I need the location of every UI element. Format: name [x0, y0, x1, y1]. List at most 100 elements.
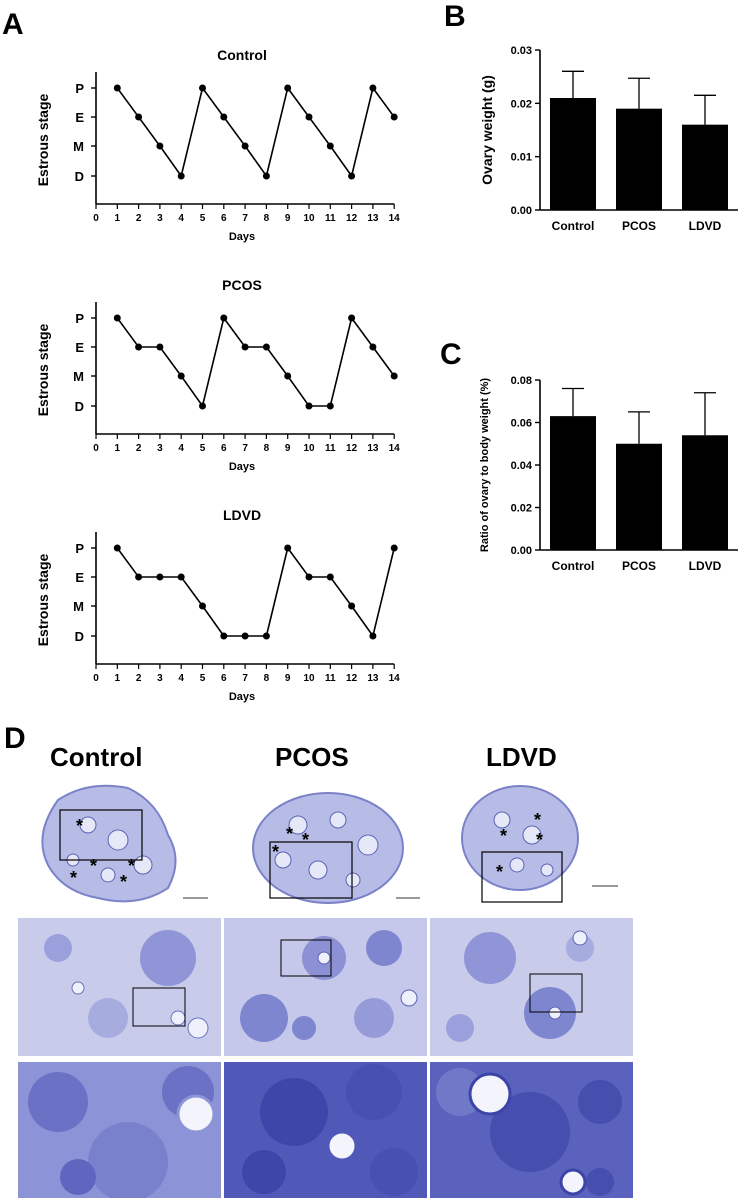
x-axis-label: Days	[229, 691, 255, 703]
data-point	[156, 142, 164, 150]
histology-pcos-low-mag: * * *	[228, 780, 428, 910]
bar	[682, 124, 728, 210]
data-point	[305, 573, 313, 581]
data-point	[241, 343, 249, 351]
bar	[616, 108, 662, 210]
x-tick-label: 2	[136, 213, 142, 224]
bar	[550, 416, 596, 550]
y-tick-label: 0.02	[511, 98, 532, 110]
histology-title-ldvd: LDVD	[486, 742, 557, 772]
y-tick-label: M	[73, 139, 84, 154]
data-point	[220, 314, 228, 322]
svg-text:*: *	[120, 872, 127, 892]
data-point	[326, 142, 334, 150]
data-point	[199, 84, 206, 92]
x-tick-label: Control	[552, 219, 595, 233]
y-tick-label: E	[75, 340, 84, 355]
x-tick-label: 6	[221, 673, 227, 684]
y-tick-label: P	[75, 311, 84, 326]
data-point	[348, 314, 356, 322]
y-tick-label: P	[75, 541, 84, 556]
x-tick-label: 4	[178, 673, 184, 684]
x-tick-label: PCOS	[622, 559, 656, 573]
x-tick-label: 13	[367, 443, 379, 454]
data-point	[284, 372, 292, 380]
x-tick-label: 1	[115, 213, 121, 224]
data-point	[113, 84, 121, 92]
y-axis-label: Ratio of ovary to body weight (%)	[479, 378, 491, 553]
data-point	[284, 544, 292, 552]
data-point	[369, 343, 377, 351]
data-point	[135, 343, 143, 351]
svg-text:*: *	[496, 862, 503, 882]
ovary-weight-bar-chart: Ovary weight (g) 0.00 0.01 0.02 0.03 Control P…	[479, 45, 738, 233]
series-line	[116, 86, 395, 178]
svg-text:*: *	[500, 826, 507, 846]
x-tick-label: 10	[303, 673, 315, 684]
x-tick-label: 13	[367, 213, 379, 224]
x-axis-label: Days	[229, 461, 255, 473]
x-tick-label: 11	[325, 443, 336, 454]
data-point	[326, 573, 334, 581]
svg-text:*: *	[286, 824, 293, 844]
x-tick-label: 13	[367, 673, 379, 684]
x-tick-label: 8	[264, 673, 270, 684]
x-tick-label: 7	[242, 443, 248, 454]
y-tick-label: 0.06	[511, 418, 532, 430]
bar	[616, 443, 662, 550]
x-tick-label: Control	[552, 559, 595, 573]
x-tick-label: 11	[325, 673, 336, 684]
x-tick-label: 2	[136, 443, 142, 454]
x-tick-label: 12	[346, 213, 358, 224]
y-tick-label: 0.00	[511, 205, 532, 217]
x-tick-label: 10	[303, 213, 315, 224]
data-point	[177, 172, 185, 180]
y-tick-label: D	[75, 629, 84, 644]
x-tick-label: 3	[157, 673, 163, 684]
x-tick-label: 12	[346, 673, 358, 684]
y-axis-label: Ovary weight (g)	[479, 75, 495, 185]
data-point	[305, 402, 313, 410]
x-tick-label: 5	[200, 443, 206, 454]
histology-control-low-mag: * * * * *	[18, 780, 223, 910]
x-tick-label: 0	[93, 673, 99, 684]
histology-pcos-mid-mag	[224, 918, 427, 1056]
x-tick-label: LDVD	[689, 559, 722, 573]
y-tick-label: D	[75, 399, 84, 414]
x-tick-label: 8	[264, 213, 270, 224]
histology-title-pcos: PCOS	[275, 742, 349, 772]
histology-control-high-mag	[18, 1062, 221, 1198]
data-point	[177, 573, 185, 581]
data-point	[348, 602, 356, 610]
x-tick-label: 12	[346, 443, 358, 454]
x-tick-label: 3	[157, 213, 163, 224]
data-point	[156, 573, 164, 581]
svg-text:*: *	[302, 830, 309, 850]
histology-ldvd-mid-mag	[430, 918, 633, 1056]
x-tick-label: 1	[115, 443, 121, 454]
panel-letter-b: B	[444, 0, 466, 33]
y-axis-label: Estrous stage	[35, 323, 51, 416]
x-tick-label: PCOS	[622, 219, 656, 233]
data-point	[199, 402, 206, 410]
y-axis-label: Estrous stage	[35, 93, 51, 186]
data-point	[369, 84, 377, 92]
series-line	[116, 546, 395, 638]
x-tick-label: 4	[178, 213, 184, 224]
histology-pcos-high-mag	[224, 1062, 427, 1198]
data-point	[390, 372, 398, 380]
data-point	[284, 84, 292, 92]
x-tick-label: LDVD	[689, 219, 722, 233]
y-tick-label: M	[73, 369, 84, 384]
y-tick-label: E	[75, 570, 84, 585]
data-point	[305, 113, 313, 121]
data-point	[220, 632, 228, 640]
x-tick-label: 1	[115, 673, 121, 684]
data-point	[390, 544, 398, 552]
data-point	[220, 113, 228, 121]
data-point	[135, 573, 143, 581]
y-tick-label: 0.08	[511, 375, 532, 387]
svg-text:*: *	[90, 856, 97, 876]
